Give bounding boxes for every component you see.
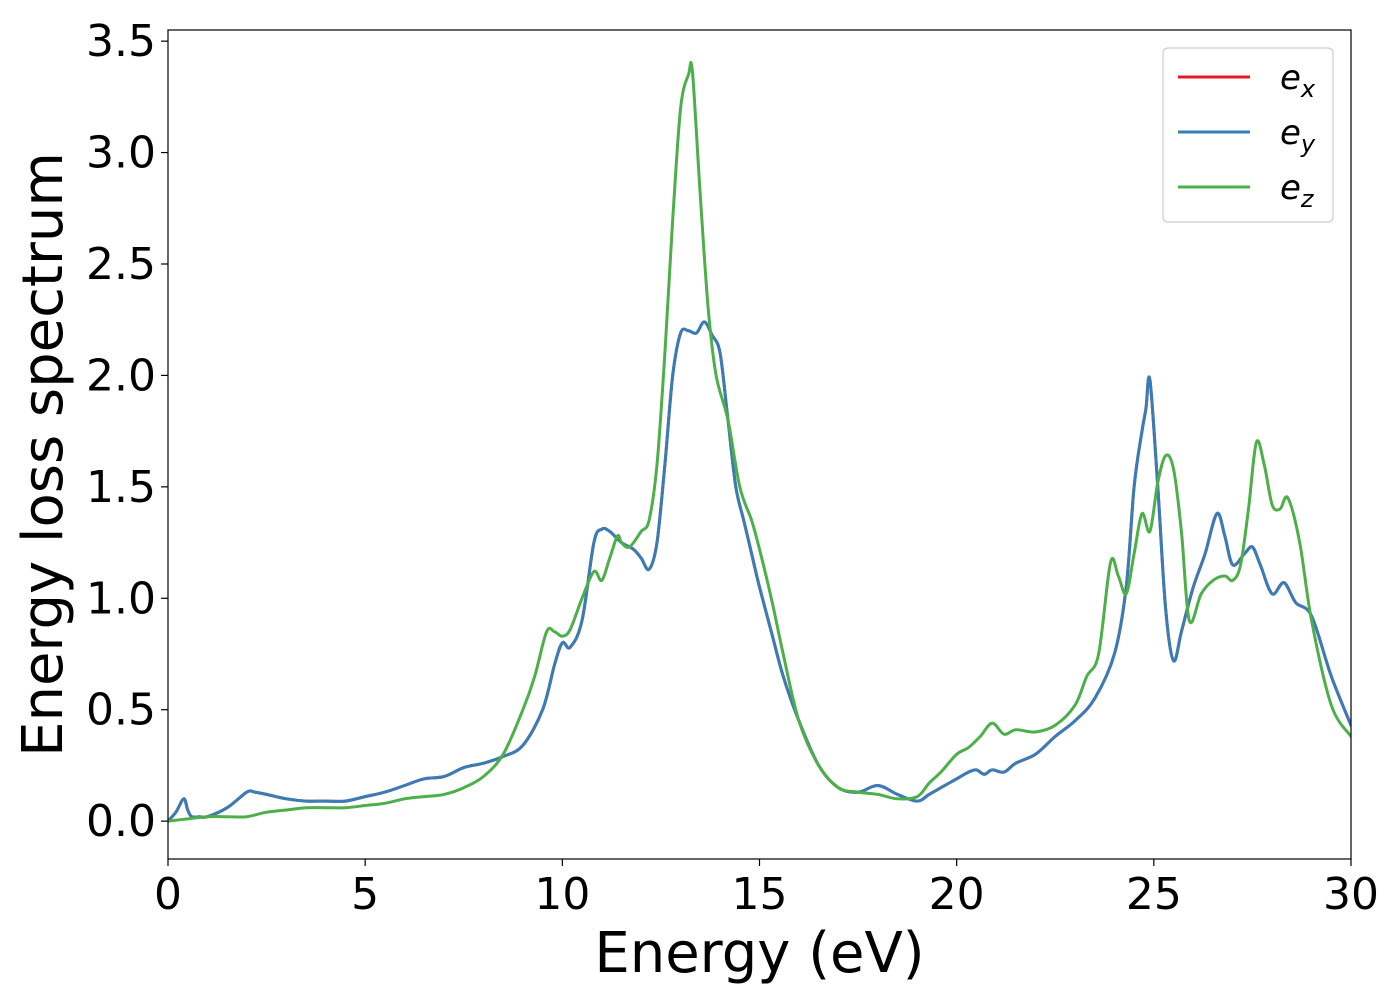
legend-box bbox=[1162, 47, 1334, 223]
y-tick-label: 1.0 bbox=[86, 573, 156, 624]
x-tick-label: 10 bbox=[534, 869, 590, 920]
series-line-z bbox=[168, 60, 1351, 823]
y-tick-label: 3.0 bbox=[86, 128, 156, 179]
x-tick-label: 25 bbox=[1126, 869, 1182, 920]
y-axis-title: Energy loss spectrum bbox=[11, 152, 76, 757]
y-axis: 0.0 0.5 1.0 1.5 2.0 2.5 3.0 3.5 bbox=[86, 16, 168, 847]
x-tick-label: 5 bbox=[351, 869, 379, 920]
series-line-y bbox=[168, 320, 1351, 823]
x-axis-title: Energy (eV) bbox=[594, 921, 924, 986]
y-tick-label: 0.0 bbox=[86, 796, 156, 847]
legend: ex ey ez bbox=[1162, 47, 1334, 223]
y-tick-label: 2.5 bbox=[86, 239, 156, 290]
y-tick-label: 3.5 bbox=[86, 16, 156, 67]
y-tick-label: 0.5 bbox=[86, 685, 156, 736]
x-axis: 0 5 10 15 20 25 30 bbox=[154, 859, 1379, 920]
legend-label-x: ex bbox=[1280, 58, 1316, 103]
legend-label-y: ey bbox=[1280, 113, 1316, 158]
y-tick-label: 2.0 bbox=[86, 350, 156, 401]
x-tick-label: 30 bbox=[1323, 869, 1379, 920]
legend-label-z: ez bbox=[1280, 168, 1315, 213]
series-layer bbox=[168, 60, 1351, 823]
x-tick-label: 0 bbox=[154, 869, 182, 920]
x-tick-label: 15 bbox=[732, 869, 788, 920]
y-tick-label: 1.5 bbox=[86, 462, 156, 513]
x-tick-label: 20 bbox=[929, 869, 985, 920]
